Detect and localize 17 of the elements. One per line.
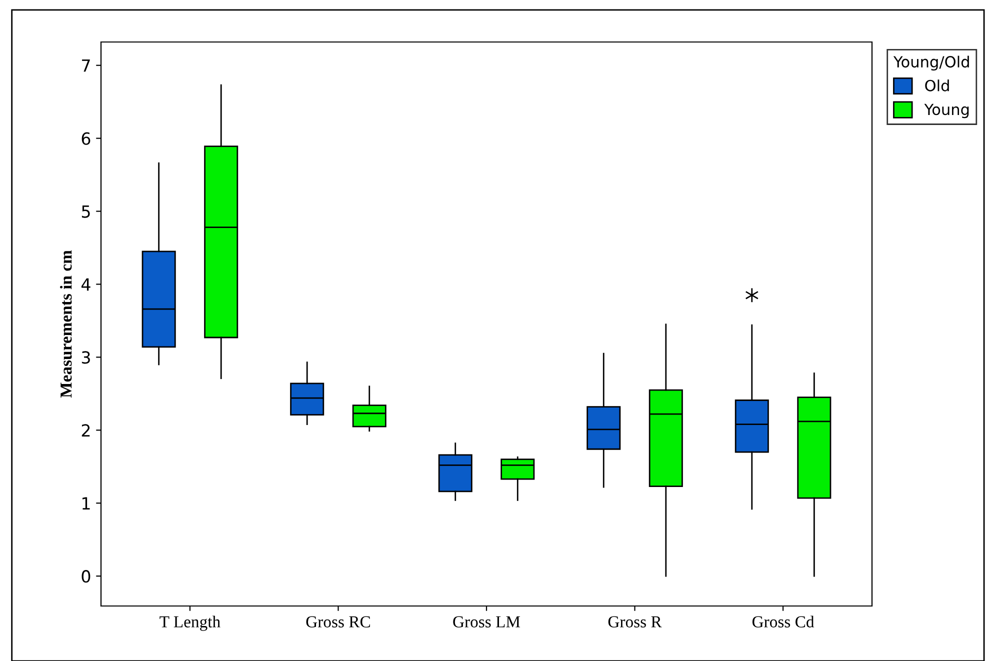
x-tick-label: T Length	[160, 616, 220, 631]
legend-label: Old	[925, 80, 949, 92]
y-tick-label: 3	[82, 351, 90, 364]
x-tick-label: Gross R	[608, 616, 662, 628]
y-tick-label: 0	[82, 570, 90, 583]
x-tick-label: Gross Cd	[752, 616, 814, 628]
legend-label: Young	[924, 104, 969, 118]
y-tick-label: 1	[82, 497, 90, 510]
y-tick-label: 6	[82, 132, 90, 145]
y-tick-label: 7	[82, 60, 90, 72]
x-tick-label: Gross RC	[306, 616, 370, 628]
y-axis-title: Measurements in cm	[60, 250, 72, 398]
x-tick-label: Gross LM	[453, 616, 520, 628]
legend-title: Young/Old	[893, 56, 969, 71]
y-tick-label: 5	[82, 205, 90, 218]
y-tick-label: 4	[81, 278, 90, 291]
y-tick-label: 2	[82, 424, 90, 436]
